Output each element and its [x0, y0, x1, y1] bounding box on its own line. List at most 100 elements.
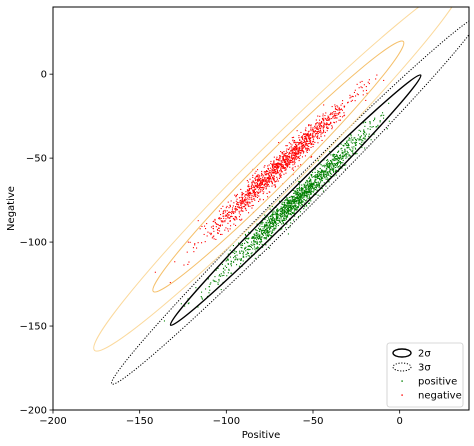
negative-point	[220, 214, 222, 216]
negative-point	[337, 113, 339, 115]
negative-point	[294, 160, 296, 162]
negative-point	[272, 177, 274, 179]
negative-point	[233, 212, 235, 214]
positive-point	[271, 230, 273, 232]
positive-point	[311, 175, 313, 177]
negative-point	[271, 171, 273, 173]
positive-point	[264, 238, 266, 240]
positive-point	[338, 166, 340, 168]
positive-point	[336, 165, 338, 167]
positive-point	[293, 195, 295, 197]
negative-point	[246, 200, 248, 202]
negative-point	[248, 193, 250, 195]
positive-point	[374, 118, 376, 120]
positive-point	[293, 201, 295, 203]
positive-point	[289, 202, 291, 204]
positive-point	[301, 184, 303, 186]
positive-point	[330, 163, 332, 165]
positive-point	[302, 192, 304, 194]
negative-point	[330, 113, 332, 115]
positive-point	[239, 252, 241, 254]
negative-point	[298, 156, 300, 158]
positive-point	[255, 248, 257, 250]
negative-point	[317, 136, 319, 138]
positive-point	[308, 186, 310, 188]
positive-point	[252, 236, 254, 238]
positive-point	[306, 192, 308, 194]
positive-point	[369, 121, 371, 123]
negative-point	[244, 195, 246, 197]
negative-point	[304, 138, 306, 140]
positive-point	[305, 193, 307, 195]
negative-point	[239, 200, 241, 202]
positive-point	[295, 193, 297, 195]
positive-point	[269, 229, 271, 231]
positive-point	[304, 194, 306, 196]
positive-point	[333, 158, 335, 160]
negative-point	[298, 148, 300, 150]
negative-point	[257, 169, 259, 171]
positive-point	[218, 275, 220, 277]
negative-point	[318, 123, 320, 125]
negative-point	[291, 153, 293, 155]
negative-point	[241, 197, 243, 199]
negative-point	[319, 115, 321, 117]
negative-point	[259, 179, 261, 181]
positive-point	[290, 222, 292, 224]
negative-point	[302, 144, 304, 146]
negative-point	[251, 184, 253, 186]
positive-point	[284, 218, 286, 220]
negative-point	[285, 145, 287, 147]
negative-point	[326, 128, 328, 130]
positive-point	[275, 214, 277, 216]
negative-point	[249, 202, 251, 204]
negative-point	[304, 137, 306, 139]
negative-point	[304, 134, 306, 136]
positive-point	[371, 126, 373, 128]
negative-point	[287, 155, 289, 157]
negative-point	[265, 174, 267, 176]
positive-point	[310, 189, 312, 191]
positive-point	[267, 235, 269, 237]
negative-point	[263, 166, 265, 168]
positive-point	[312, 183, 314, 185]
negative-point	[305, 141, 307, 143]
positive-point	[279, 200, 281, 202]
negative-point	[244, 204, 246, 206]
positive-point	[290, 214, 292, 216]
positive-point	[319, 182, 321, 184]
positive-point	[316, 178, 318, 180]
positive-point	[262, 231, 264, 233]
positive-point	[294, 215, 296, 217]
positive-point	[296, 191, 298, 193]
positive-point	[339, 155, 341, 157]
negative-point	[343, 112, 345, 114]
negative-point	[294, 159, 296, 161]
negative-point	[333, 111, 335, 113]
positive-point	[293, 211, 295, 213]
positive-point	[315, 179, 317, 181]
negative-point	[307, 135, 309, 137]
negative-point	[327, 118, 329, 120]
negative-point	[306, 140, 308, 142]
negative-point	[251, 198, 253, 200]
positive-point	[261, 234, 263, 236]
positive-point	[320, 173, 322, 175]
positive-point	[266, 229, 268, 231]
positive-point	[284, 200, 286, 202]
negative-point	[271, 165, 273, 167]
negative-point	[213, 235, 215, 237]
positive-point	[334, 163, 336, 165]
positive-point	[310, 179, 312, 181]
negative-point	[251, 183, 253, 185]
negative-point	[234, 216, 236, 218]
points-layer	[154, 74, 390, 322]
negative-point	[311, 136, 313, 138]
negative-point	[296, 144, 298, 146]
positive-point	[297, 191, 299, 193]
positive-point	[293, 219, 295, 221]
negative-point	[376, 74, 378, 76]
negative-point	[308, 146, 310, 148]
positive-point	[291, 205, 293, 207]
positive-point	[308, 183, 310, 185]
